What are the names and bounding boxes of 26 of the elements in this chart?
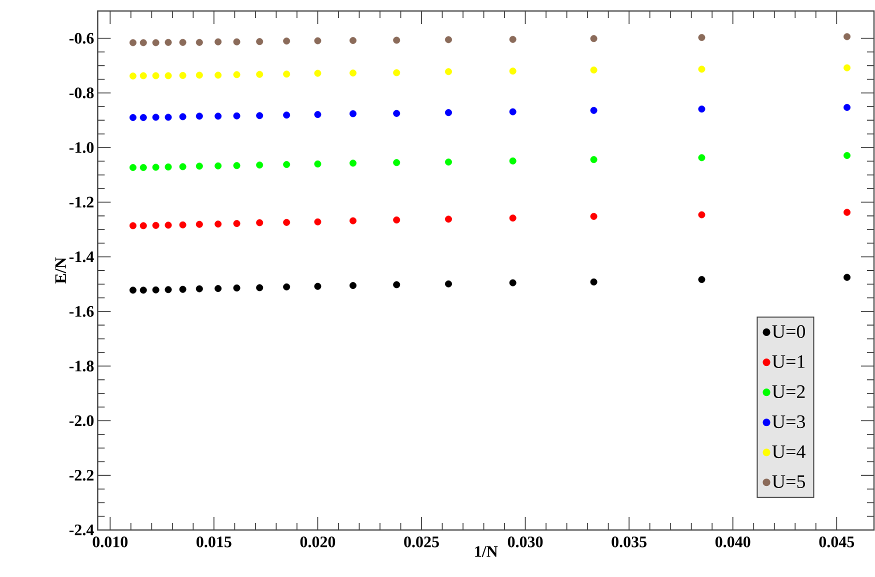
- y-axis-title: E/N: [55, 257, 66, 284]
- y-tick-label: -1.6: [69, 306, 94, 317]
- legend-label: U=3: [772, 415, 806, 428]
- y-tick-label: -2.4: [69, 524, 94, 536]
- y-tick-label: -1.8: [69, 360, 94, 372]
- x-tick-label: 0.030: [508, 536, 543, 548]
- legend-label: U=2: [772, 385, 805, 398]
- x-tick-label: 0.020: [300, 536, 336, 548]
- legend-label: U=4: [772, 445, 806, 458]
- x-tick-label: 0.040: [715, 536, 750, 548]
- x-axis-title: 1/N: [475, 546, 498, 557]
- x-tick-label: 0.025: [404, 536, 439, 548]
- y-tick-label: -1.4: [69, 251, 94, 262]
- legend-label: U=0: [772, 325, 806, 338]
- x-tick-label: 0.035: [612, 536, 646, 548]
- x-tick-label: 0.015: [196, 536, 232, 548]
- y-tick-label: -2.0: [69, 415, 94, 426]
- y-tick-label: -0.6: [69, 32, 94, 44]
- legend-label: U=1: [772, 355, 805, 368]
- y-tick-label: -1.2: [69, 196, 94, 208]
- y-tick-label: -0.8: [69, 88, 94, 98]
- y-tick-label: -1.0: [69, 142, 94, 154]
- x-tick-label: 0.045: [819, 536, 854, 548]
- x-tick-label: 0.010: [92, 536, 128, 548]
- legend-label: U=5: [772, 475, 806, 488]
- y-tick-label: -2.2: [69, 470, 94, 481]
